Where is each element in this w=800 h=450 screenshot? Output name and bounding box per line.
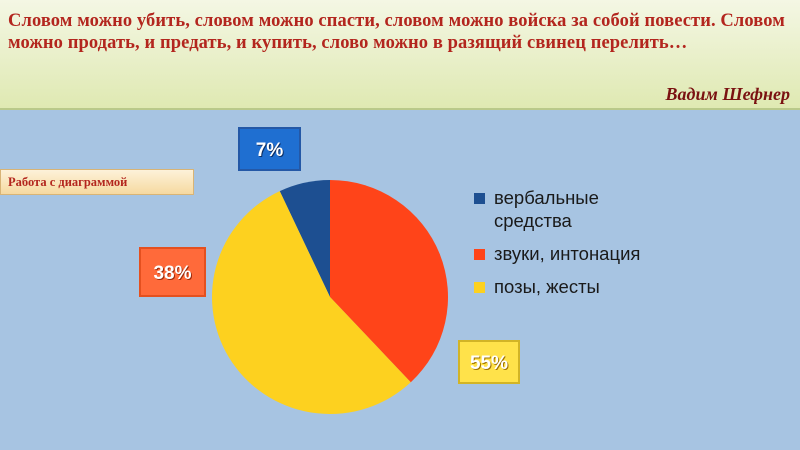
legend-item: звуки, интонация xyxy=(474,242,644,265)
data-label: 38% xyxy=(139,247,206,297)
quote-banner: Словом можно убить, словом можно спасти,… xyxy=(0,0,800,110)
legend-swatch xyxy=(474,282,485,293)
legend-label: позы, жесты xyxy=(494,276,600,297)
pie-slice xyxy=(330,180,449,383)
section-label: Работа с диаграммой xyxy=(0,169,194,195)
quote-author: Вадим Шефнер xyxy=(665,84,790,104)
legend-item: позы, жесты xyxy=(474,275,644,298)
pie-slice xyxy=(279,180,330,297)
legend-swatch xyxy=(474,249,485,260)
quote-text: Словом можно убить, словом можно спасти,… xyxy=(8,11,785,53)
legend-label: звуки, интонация xyxy=(494,243,641,264)
legend-item: вербальные средства xyxy=(474,186,644,232)
data-label: 7% xyxy=(238,127,301,171)
legend-swatch xyxy=(474,193,485,204)
legend-label: вербальные средства xyxy=(494,187,599,231)
chart-legend: вербальные средства звуки, интонация поз… xyxy=(474,186,644,308)
pie-slice xyxy=(211,191,411,415)
data-label: 55% xyxy=(458,340,520,384)
